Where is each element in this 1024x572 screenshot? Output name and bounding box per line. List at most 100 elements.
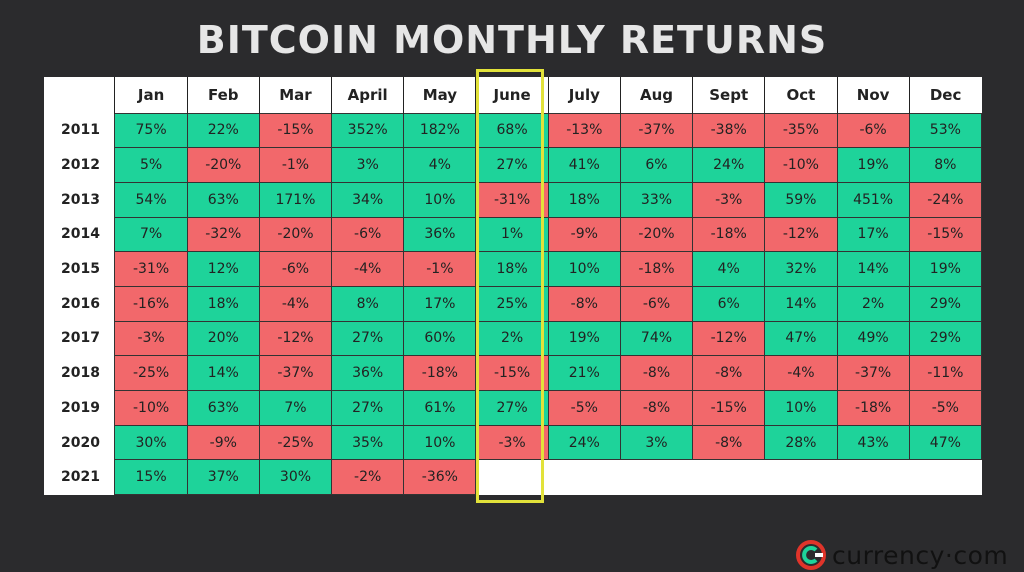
year-label: 2016 [61, 295, 100, 312]
month-header-dec: Dec [908, 77, 982, 113]
return-cell-jan: -16% [114, 285, 188, 322]
return-cell-nov: 17% [836, 216, 910, 253]
return-cell-aug: -18% [619, 251, 694, 287]
return-cell-sept: -15% [692, 390, 766, 426]
return-cell-oct: 47% [764, 320, 838, 357]
year-label: 2017 [61, 330, 100, 347]
return-cell-april: 27% [331, 390, 405, 426]
return-cell-july: 10% [547, 251, 621, 287]
chart-title: BITCOIN MONTHLY RETURNS [196, 18, 828, 62]
table-row-2011: 2011 75% 22% -15% 352% 182% 68% -13% -37% -38% -35… [44, 112, 983, 149]
return-cell-april: 352% [331, 112, 405, 149]
return-cell-dec: -15% [908, 216, 983, 253]
year-label: 2013 [61, 191, 100, 208]
table-row-2018: 2018 -25% 14% -37% 36% -18% -15% 21% -8% -8% -4% -3… [44, 355, 983, 391]
table-row-2015: 2015 -31% 12% -6% -4% -1% 18% 10% -18% 4% 32% 14% 19… [44, 251, 983, 287]
return-cell-june: 68% [475, 112, 549, 149]
year-label: 2015 [61, 261, 100, 278]
return-cell-oct: -12% [764, 216, 838, 253]
empty-cell [548, 459, 621, 495]
return-cell-feb: 18% [186, 285, 260, 322]
return-cell-april: 8% [331, 285, 405, 322]
return-cell-oct: 59% [764, 181, 838, 218]
return-cell-mar: -1% [258, 147, 333, 183]
return-cell-june: -31% [475, 181, 549, 218]
return-cell-dec: 47% [908, 424, 983, 461]
return-cell-mar: -15% [258, 112, 333, 149]
month-header-aug: Aug [619, 77, 693, 113]
month-header-nov: Nov [836, 77, 910, 113]
return-cell-july: 41% [547, 147, 621, 183]
return-cell-mar: -25% [258, 424, 333, 461]
return-cell-sept: -12% [692, 320, 766, 357]
return-cell-jan: 30% [114, 424, 188, 461]
return-cell-dec: 19% [908, 251, 983, 287]
return-cell-mar: -6% [258, 251, 333, 287]
return-cell-nov: 43% [836, 424, 910, 461]
return-cell-oct: -10% [764, 147, 838, 183]
return-cell-sept: 24% [692, 147, 766, 183]
year-label: 2021 [61, 469, 100, 486]
return-cell-feb: -9% [186, 424, 260, 461]
return-cell-july: -8% [547, 285, 621, 322]
return-cell-june: 25% [475, 285, 549, 322]
return-cell-april: 34% [331, 181, 405, 218]
return-cell-jan: 75% [114, 112, 188, 149]
currency-com-logo-icon [796, 540, 826, 570]
return-cell-oct: 10% [764, 390, 838, 426]
returns-table-panel: Jan Feb Mar April May June July Aug Sept Oct Nov De… [44, 77, 1008, 570]
return-cell-june: 2% [475, 320, 549, 357]
return-cell-april: 3% [331, 147, 405, 183]
return-cell-dec: -5% [908, 390, 983, 426]
month-header-july: July [547, 77, 621, 113]
return-cell-april: -2% [331, 459, 405, 496]
return-cell-feb: -20% [186, 147, 260, 183]
return-cell-may: 182% [403, 112, 477, 149]
return-cell-may: 4% [403, 147, 477, 183]
return-cell-feb: 63% [186, 390, 260, 426]
return-cell-sept: -3% [692, 181, 766, 218]
return-cell-sept: 4% [692, 251, 766, 287]
return-cell-jan: 54% [114, 181, 188, 218]
month-header-mar: Mar [258, 77, 332, 113]
empty-cell [475, 459, 549, 495]
return-cell-nov: 14% [836, 251, 910, 287]
return-cell-mar: 171% [258, 181, 333, 218]
month-header-sept: Sept [692, 77, 765, 113]
year-label: 2018 [61, 365, 100, 382]
return-cell-oct: 14% [764, 285, 838, 322]
table-row-2017: 2017 -3% 20% -12% 27% 60% 2% 19% 74% -12% 47% 49% 29… [44, 320, 983, 357]
return-cell-dec: 29% [908, 285, 983, 322]
empty-cell [692, 459, 765, 495]
year-label: 2019 [61, 399, 100, 416]
return-cell-feb: 14% [186, 355, 260, 391]
table-row-2013: 2013 54% 63% 171% 34% 10% -31% 18% 33% -3% 59% 451%… [44, 181, 983, 218]
return-cell-sept: -8% [692, 424, 766, 461]
return-cell-july: 18% [547, 181, 621, 218]
return-cell-may: 10% [403, 424, 477, 461]
return-cell-april: -6% [331, 216, 405, 253]
table-row-2021: 2021 15% 37% 30% -2% -36% [44, 459, 982, 496]
return-cell-oct: 28% [764, 424, 838, 461]
return-cell-mar: -12% [258, 320, 333, 357]
return-cell-aug: 6% [619, 147, 694, 183]
return-cell-nov: -18% [836, 390, 910, 426]
table-row-2016: 2016 -16% 18% -4% 8% 17% 25% -8% -6% 6% 14% 2% 29% [44, 285, 983, 322]
return-cell-dec: 53% [908, 112, 983, 149]
return-cell-june: 27% [475, 390, 549, 426]
return-cell-june: 27% [475, 147, 549, 183]
return-cell-july: 24% [547, 424, 621, 461]
year-label: 2020 [61, 434, 100, 451]
year-label: 2014 [61, 226, 100, 243]
return-cell-aug: -8% [619, 390, 694, 426]
return-cell-nov: 19% [836, 147, 910, 183]
return-cell-april: -4% [331, 251, 405, 287]
return-cell-june: 1% [475, 216, 549, 253]
return-cell-nov: 2% [836, 285, 910, 322]
return-cell-aug: -6% [619, 285, 694, 322]
return-cell-may: -18% [403, 355, 477, 391]
return-cell-nov: -6% [836, 112, 910, 149]
return-cell-feb: 20% [186, 320, 260, 357]
return-cell-mar: 7% [258, 390, 333, 426]
year-label: 2012 [61, 157, 100, 174]
